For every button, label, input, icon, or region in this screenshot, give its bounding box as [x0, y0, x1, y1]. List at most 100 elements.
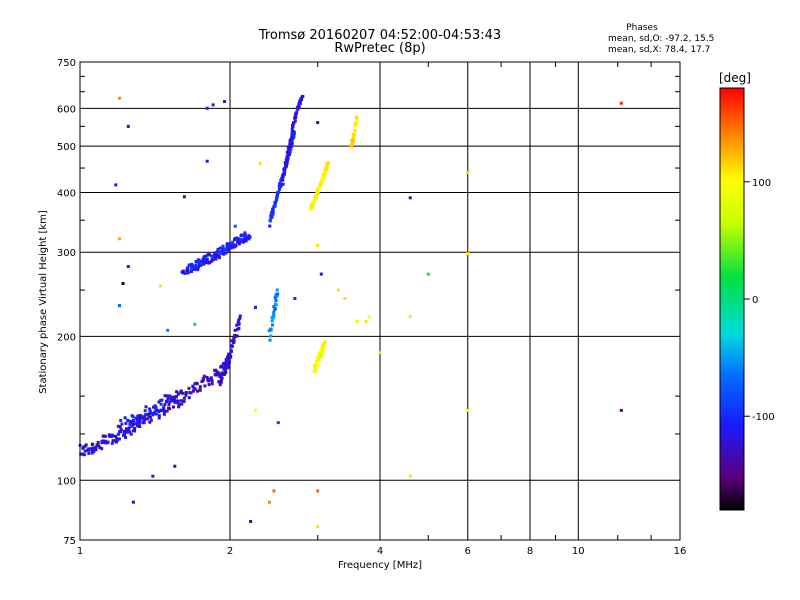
echo-point — [182, 399, 186, 403]
colorbar-label: [deg] — [719, 71, 751, 85]
data-points — [78, 94, 623, 529]
echo-point — [282, 169, 286, 173]
echo-point — [87, 451, 91, 455]
echo-point — [273, 204, 277, 208]
echo-point — [239, 238, 243, 242]
echo-point — [233, 328, 237, 332]
echo-point — [119, 430, 122, 434]
y-axis-label: Stationary phase Virtual Height [km] — [38, 210, 49, 394]
echo-point — [272, 311, 276, 315]
echo-point — [466, 408, 470, 412]
echo-point — [198, 388, 202, 392]
echo-point — [83, 449, 87, 453]
echo-point — [290, 135, 294, 139]
echo-point — [94, 445, 98, 449]
echo-point — [272, 313, 276, 317]
echo-point — [179, 389, 183, 393]
x-tick-label: 2 — [227, 546, 233, 557]
x-tick-label: 10 — [572, 546, 585, 557]
echo-point — [114, 434, 118, 438]
x-tick-labels: 1 2 4 6 8 10 16 — [77, 546, 687, 557]
echo-point — [276, 292, 280, 296]
echo-point — [173, 464, 177, 468]
echo-point — [224, 361, 228, 365]
colorbar-ticks: 100 0 -100 — [744, 178, 775, 423]
echo-point — [168, 407, 172, 411]
y-tick-label: 500 — [57, 142, 76, 153]
stats-line-o: mean, sd,O: -97.2, 15.5 — [608, 34, 714, 44]
echo-point — [196, 389, 199, 393]
echo-point — [343, 297, 347, 300]
x-tick-label: 8 — [527, 546, 533, 557]
echo-point — [274, 302, 277, 306]
echo-point — [216, 372, 220, 376]
echo-point — [162, 405, 166, 409]
echo-point — [214, 254, 218, 258]
echo-point — [210, 255, 214, 259]
echo-point — [165, 394, 169, 398]
echo-point — [269, 334, 273, 338]
echo-point — [203, 259, 207, 263]
echo-point — [172, 405, 175, 409]
echo-point — [116, 424, 120, 428]
echo-point — [181, 269, 185, 273]
echo-point — [94, 448, 98, 452]
echo-point — [222, 371, 226, 375]
echo-point — [92, 447, 96, 451]
echo-point — [115, 438, 119, 442]
echo-point — [148, 415, 152, 419]
y-tick-label: 200 — [57, 332, 76, 343]
echo-point — [353, 128, 357, 132]
echo-point — [230, 344, 234, 348]
echo-point — [159, 402, 163, 406]
echo-point — [193, 322, 197, 326]
echo-point — [126, 418, 130, 422]
colorbar — [719, 87, 745, 511]
echo-point — [271, 316, 275, 320]
echo-point — [314, 369, 318, 373]
echo-point — [142, 419, 146, 423]
echo-point — [159, 408, 163, 412]
echo-point — [133, 426, 137, 430]
echo-point — [238, 316, 242, 320]
echo-point — [193, 387, 197, 391]
echo-point — [205, 375, 209, 379]
echo-point — [219, 250, 222, 254]
echo-point — [136, 423, 140, 427]
y-tick-label: 750 — [57, 58, 76, 69]
echo-point — [184, 391, 188, 395]
y-tick-label: 100 — [57, 476, 76, 487]
echo-point — [216, 247, 220, 251]
grid-lines — [80, 62, 680, 540]
echo-point — [114, 183, 118, 187]
echo-point — [120, 422, 124, 426]
echo-point — [163, 394, 167, 398]
echo-point — [275, 288, 279, 292]
echo-point — [103, 434, 107, 438]
echo-point — [124, 421, 128, 425]
x-tick-label: 16 — [674, 546, 687, 557]
plot-frame — [79, 61, 681, 541]
echo-point — [274, 200, 278, 204]
echo-point — [321, 179, 325, 183]
echo-point — [277, 187, 281, 191]
echo-point — [110, 441, 114, 445]
echo-point — [318, 185, 322, 189]
echo-point — [144, 413, 148, 417]
echo-point — [118, 96, 121, 100]
echo-point — [336, 288, 340, 292]
echo-point — [196, 268, 200, 272]
echo-point — [199, 261, 203, 265]
echo-point — [180, 402, 184, 406]
chart-title: Tromsø 20160207 04:52:00-04:53:43 — [258, 28, 501, 43]
echo-point — [118, 237, 121, 241]
echo-point — [316, 525, 320, 529]
echo-point — [205, 106, 209, 110]
y-tick-label: 600 — [57, 104, 76, 115]
echo-point — [295, 111, 299, 114]
echo-point — [181, 391, 185, 395]
echo-point — [149, 418, 153, 422]
echo-point — [173, 395, 177, 399]
echo-point — [322, 343, 326, 347]
